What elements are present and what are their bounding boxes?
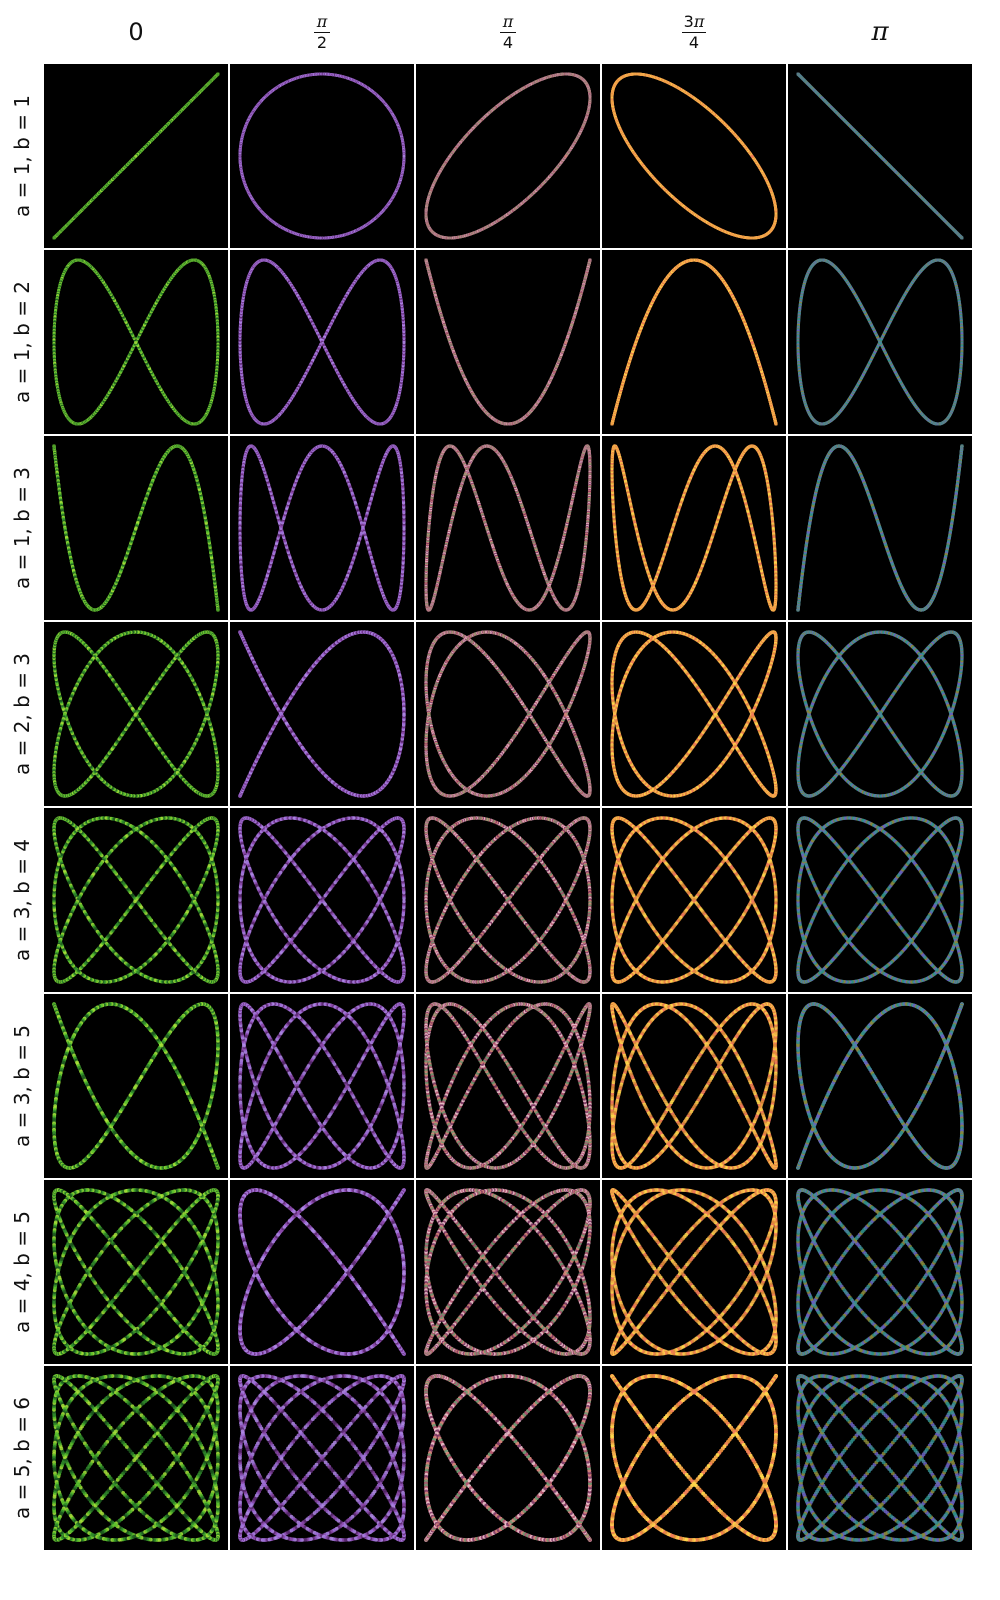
curve-point [564,154,568,158]
column-header: 0 [44,0,228,64]
lissajous-panel [44,64,228,248]
row-header: a = 1, b = 1 [0,64,44,248]
lissajous-panel [602,64,786,248]
lissajous-curve [238,72,406,240]
column-header: 3π 4 [602,0,786,64]
row-header-label: a = 2, b = 3 [10,653,34,775]
row-header-label: a = 5, b = 6 [10,1397,34,1519]
row-header: a = 1, b = 2 [0,250,44,434]
row-header: a = 1, b = 3 [0,436,44,620]
row-header-label: a = 1, b = 3 [10,467,34,589]
row-header-label: a = 3, b = 5 [10,1025,34,1147]
lissajous-panel [416,64,600,248]
row-header-label: a = 4, b = 5 [10,1211,34,1333]
row-header: a = 3, b = 5 [0,994,44,1178]
row-header: a = 3, b = 4 [0,808,44,992]
row-header: a = 2, b = 3 [0,622,44,806]
column-header: π [788,0,972,64]
curve-point [134,154,138,158]
row-header-label: a = 1, b = 1 [10,95,34,217]
row-header: a = 4, b = 5 [0,1180,44,1364]
lissajous-curve [52,72,220,240]
row-header-label: a = 3, b = 4 [10,839,34,961]
lissajous-curve [610,72,778,240]
row-header-label: a = 1, b = 2 [10,281,34,403]
lissajous-curve [424,72,592,240]
curve-point [402,154,406,158]
lissajous-panel [230,64,414,248]
row-header: a = 5, b = 6 [0,1366,44,1550]
